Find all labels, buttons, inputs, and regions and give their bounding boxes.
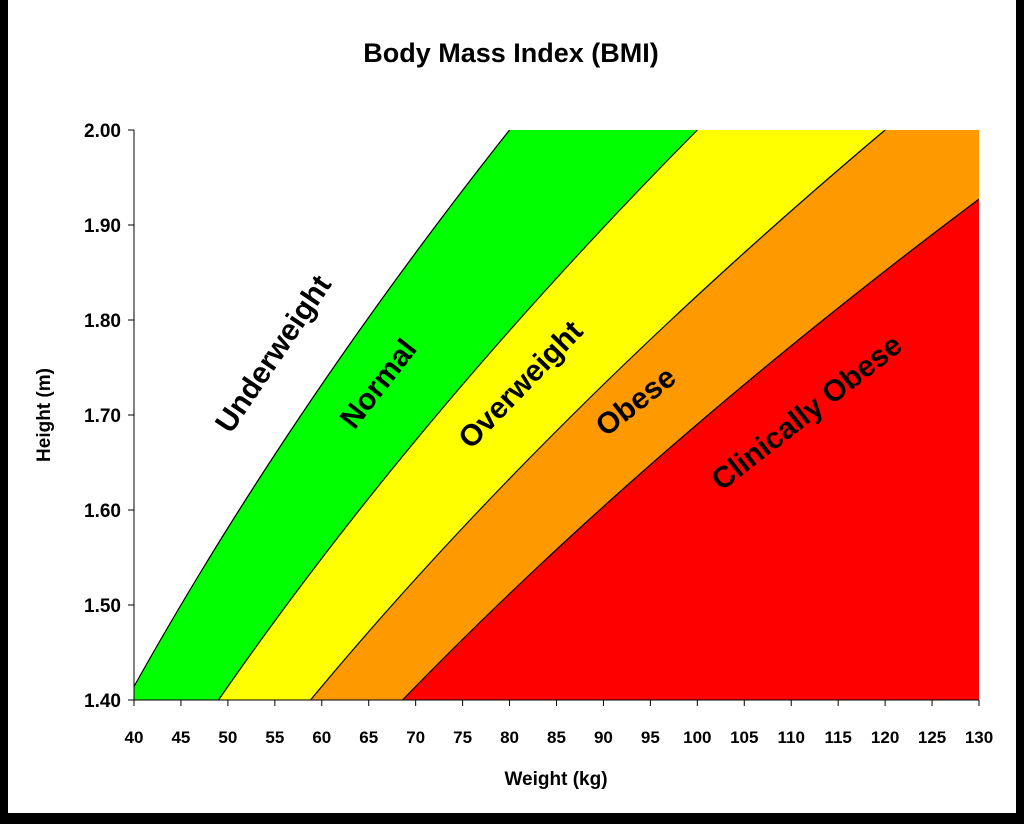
boundary-bmi-35 [402, 198, 979, 700]
bmi-chart: Body Mass Index (BMI) Weight (kg) Height… [34, 38, 993, 790]
chart-canvas: Body Mass Index (BMI) Weight (kg) Height… [8, 0, 1016, 813]
x-tick-label: 80 [500, 728, 519, 747]
y-axis-label: Height (m) [34, 368, 55, 462]
x-axis-label: Weight (kg) [504, 769, 607, 790]
x-tick-label: 40 [125, 728, 144, 747]
boundary-bmi-20 [134, 130, 511, 688]
x-tick-label: 75 [453, 728, 472, 747]
x-tick-label: 85 [547, 728, 566, 747]
x-tick-label: 105 [730, 728, 758, 747]
x-tick-label: 50 [218, 728, 237, 747]
y-tick-label: 1.90 [84, 216, 121, 237]
y-tick-label: 1.70 [84, 406, 121, 427]
y-tick-label: 1.50 [84, 596, 121, 617]
x-tick-label: 120 [871, 728, 899, 747]
x-tick-label: 115 [824, 728, 851, 747]
x-tick-label: 125 [918, 728, 946, 747]
x-tick-label: 130 [965, 728, 993, 747]
y-tick-label: 2.00 [84, 121, 121, 142]
boundary-bmi-30 [310, 130, 886, 700]
plot-area [134, 130, 979, 700]
band-clinically-obese [402, 199, 979, 700]
x-tick-label: 60 [312, 728, 331, 747]
x-tick-label: 110 [778, 728, 805, 747]
y-tick-label: 1.60 [84, 501, 121, 522]
x-tick-label: 90 [594, 728, 613, 747]
boundary-bmi-25 [218, 130, 698, 700]
y-tick-label: 1.80 [84, 311, 121, 332]
chart-title: Body Mass Index (BMI) [363, 38, 659, 68]
x-tick-label: 100 [683, 728, 711, 747]
x-tick-label: 55 [265, 728, 284, 747]
x-tick-label: 95 [641, 728, 660, 747]
x-tick-label: 65 [359, 728, 378, 747]
x-tick-label: 45 [171, 728, 190, 747]
y-tick-label: 1.40 [84, 691, 121, 712]
x-tick-label: 70 [406, 728, 425, 747]
